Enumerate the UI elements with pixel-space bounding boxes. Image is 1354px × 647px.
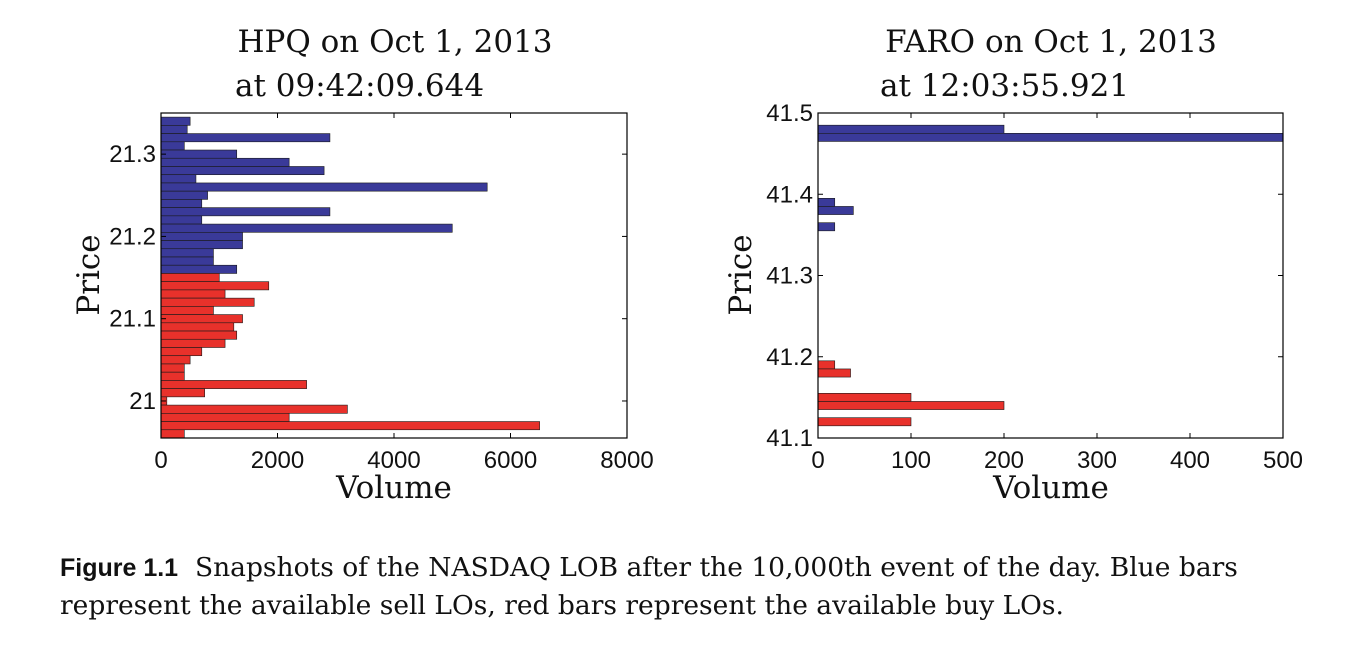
buy-bar (160, 355, 191, 365)
sell-bar (817, 222, 836, 232)
x-tick-label: 400 (1170, 447, 1210, 474)
sell-bar (817, 198, 836, 207)
buy-bar (160, 330, 238, 340)
buy-bar (160, 371, 185, 381)
x-tick-label: 500 (1263, 447, 1303, 474)
buy-bar (160, 273, 220, 282)
y-tick-label: 41.2 (766, 344, 813, 371)
tick-group: 0 100 200 300 400 500 41.1 41.2 41.3 41.4 41.5 (766, 100, 1303, 474)
x-axis-label: Volume (992, 470, 1109, 506)
buy-bar (160, 289, 226, 299)
x-tick-label: 100 (891, 447, 931, 474)
sell-bar (160, 116, 191, 126)
chart-title-line-2: at 12:03:55.921 (880, 68, 1129, 104)
sell-bar (160, 240, 243, 250)
sell-bar (160, 157, 290, 167)
sell-bar (160, 174, 197, 184)
sell-bar (160, 199, 203, 208)
buy-bar (160, 421, 540, 431)
y-tick-label: 21.2 (109, 223, 156, 250)
sell-bar (817, 206, 854, 215)
sell-bar (160, 149, 238, 159)
sell-bar (160, 190, 208, 200)
buy-bar (817, 401, 1005, 410)
sell-bar (817, 124, 1005, 134)
buy-bar (160, 314, 243, 324)
bar-group (160, 116, 540, 439)
sell-bar (160, 133, 331, 143)
sell-bar (160, 182, 488, 192)
chart-title-line-1: HPQ on Oct 1, 2013 (237, 24, 552, 60)
chart-title-line-1: FARO on Oct 1, 2013 (885, 24, 1217, 60)
y-tick-label: 21.1 (109, 306, 156, 333)
sell-bar (160, 223, 453, 233)
bar-group (817, 124, 1284, 427)
x-axis-label: Volume (335, 470, 452, 506)
x-tick-label: 0 (811, 447, 824, 474)
buy-bar (160, 281, 270, 291)
buy-bar (817, 360, 836, 370)
buy-bar (817, 417, 912, 427)
x-tick-label: 2000 (251, 447, 304, 474)
sell-bar (160, 256, 214, 266)
buy-bar (160, 380, 307, 389)
hpq-chart: HPQ on Oct 1, 2013 at 09:42:09.644 0 2000… (71, 24, 654, 506)
x-tick-label: 300 (1077, 447, 1117, 474)
y-tick-label: 41.5 (766, 100, 813, 127)
x-tick-label: 4000 (367, 447, 420, 474)
buy-bar (160, 413, 290, 422)
sell-bar (160, 264, 238, 274)
sell-bar (160, 141, 185, 151)
sell-bar (160, 248, 214, 258)
sell-bar (160, 166, 325, 176)
sell-bar (160, 215, 203, 225)
y-tick-label: 21 (129, 388, 156, 415)
x-tick-label: 0 (154, 447, 167, 474)
buy-bar (817, 393, 912, 402)
y-tick-label: 41.4 (766, 181, 813, 208)
chart-title-line-2: at 09:42:09.644 (235, 68, 484, 104)
x-tick-label: 200 (984, 447, 1024, 474)
buy-bar (160, 388, 205, 398)
sell-bar (817, 133, 1284, 142)
plot-frame (817, 112, 1284, 439)
buy-bar (160, 363, 185, 373)
caption-label: Figure 1.1 (60, 554, 179, 582)
sell-bar (160, 232, 243, 241)
sell-bar (160, 207, 331, 217)
buy-bar (160, 306, 214, 315)
faro-chart: FARO on Oct 1, 2013 at 12:03:55.921 0 100… (723, 24, 1303, 506)
x-tick-label: 6000 (484, 447, 537, 474)
buy-bar (160, 297, 255, 307)
tick-group: 0 2000 4000 6000 8000 21 21.1 21.2 21.3 (109, 113, 654, 474)
caption-text: Snapshots of the NASDAQ LOB after the 10… (60, 552, 1238, 621)
y-tick-label: 41.3 (766, 263, 813, 290)
buy-bar (817, 368, 851, 378)
x-tick-label: 8000 (600, 447, 653, 474)
y-tick-label: 41.1 (766, 425, 813, 452)
buy-bar (160, 404, 348, 414)
figure-caption: Figure 1.1 Snapshots of the NASDAQ LOB a… (60, 549, 1330, 624)
y-axis-label: Price (723, 234, 759, 315)
y-axis-label: Price (71, 234, 107, 315)
buy-bar (160, 322, 235, 332)
buy-bar (160, 429, 185, 439)
y-tick-label: 21.3 (109, 141, 156, 168)
sell-bar (160, 125, 188, 134)
buy-bar (160, 347, 203, 357)
buy-bar (160, 338, 226, 348)
